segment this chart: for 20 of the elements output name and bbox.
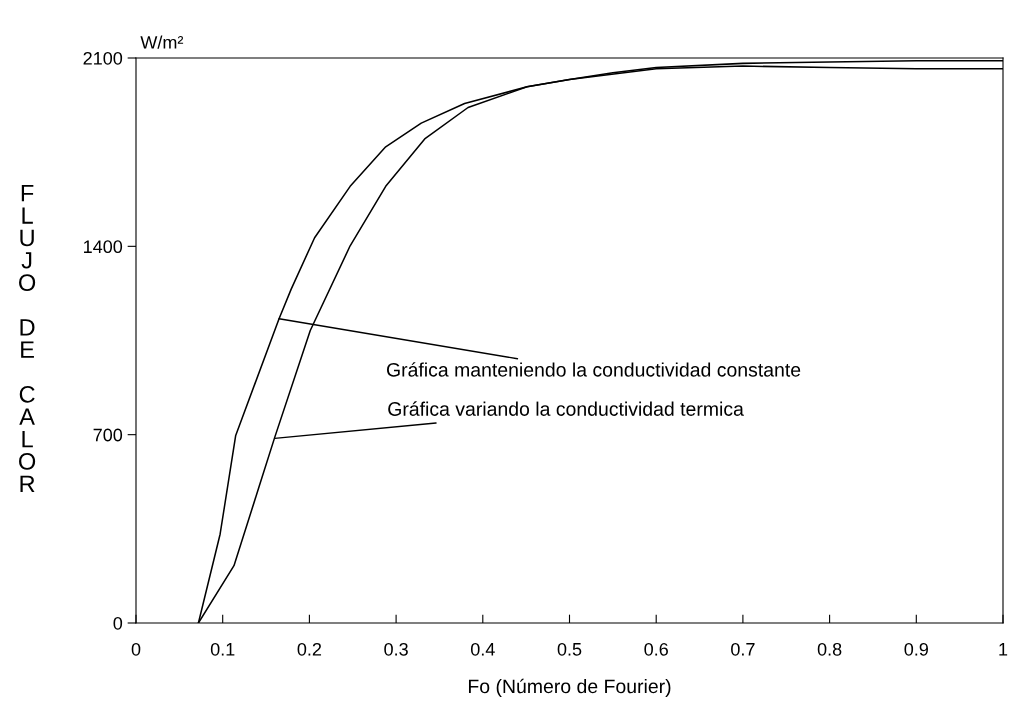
y-tick-label: 0 [113,616,123,630]
x-tick-label: 0.3 [384,642,408,656]
y-tick-label: 1400 [84,240,123,254]
x-tick-label: 0.5 [557,642,582,656]
y-tick-label: 2100 [83,51,123,65]
x-tick-label: 0 [131,642,141,656]
x-axis-title: Fo (Número de Fourier) [468,678,671,698]
x-tick-label: 0.2 [297,642,322,656]
text: FLUJO DE CALOR [19,185,36,492]
x-tick-label: 0.7 [731,642,755,656]
y-tick-label: 700 [93,428,123,442]
text: W/m² [140,35,184,49]
x-tick-label: 0.9 [904,642,928,656]
x-tick-label: 0.4 [470,642,495,656]
annotation: Gráfica manteniendo la conductividad constante [386,362,801,377]
x-tick-label: 0.8 [817,642,842,656]
annotation: Gráfica variando la conductividad termica [388,401,744,416]
x-tick-label: 1 [999,643,1008,656]
x-tick-label: 0.6 [644,642,668,656]
x-tick-label: 0.1 [210,642,235,656]
